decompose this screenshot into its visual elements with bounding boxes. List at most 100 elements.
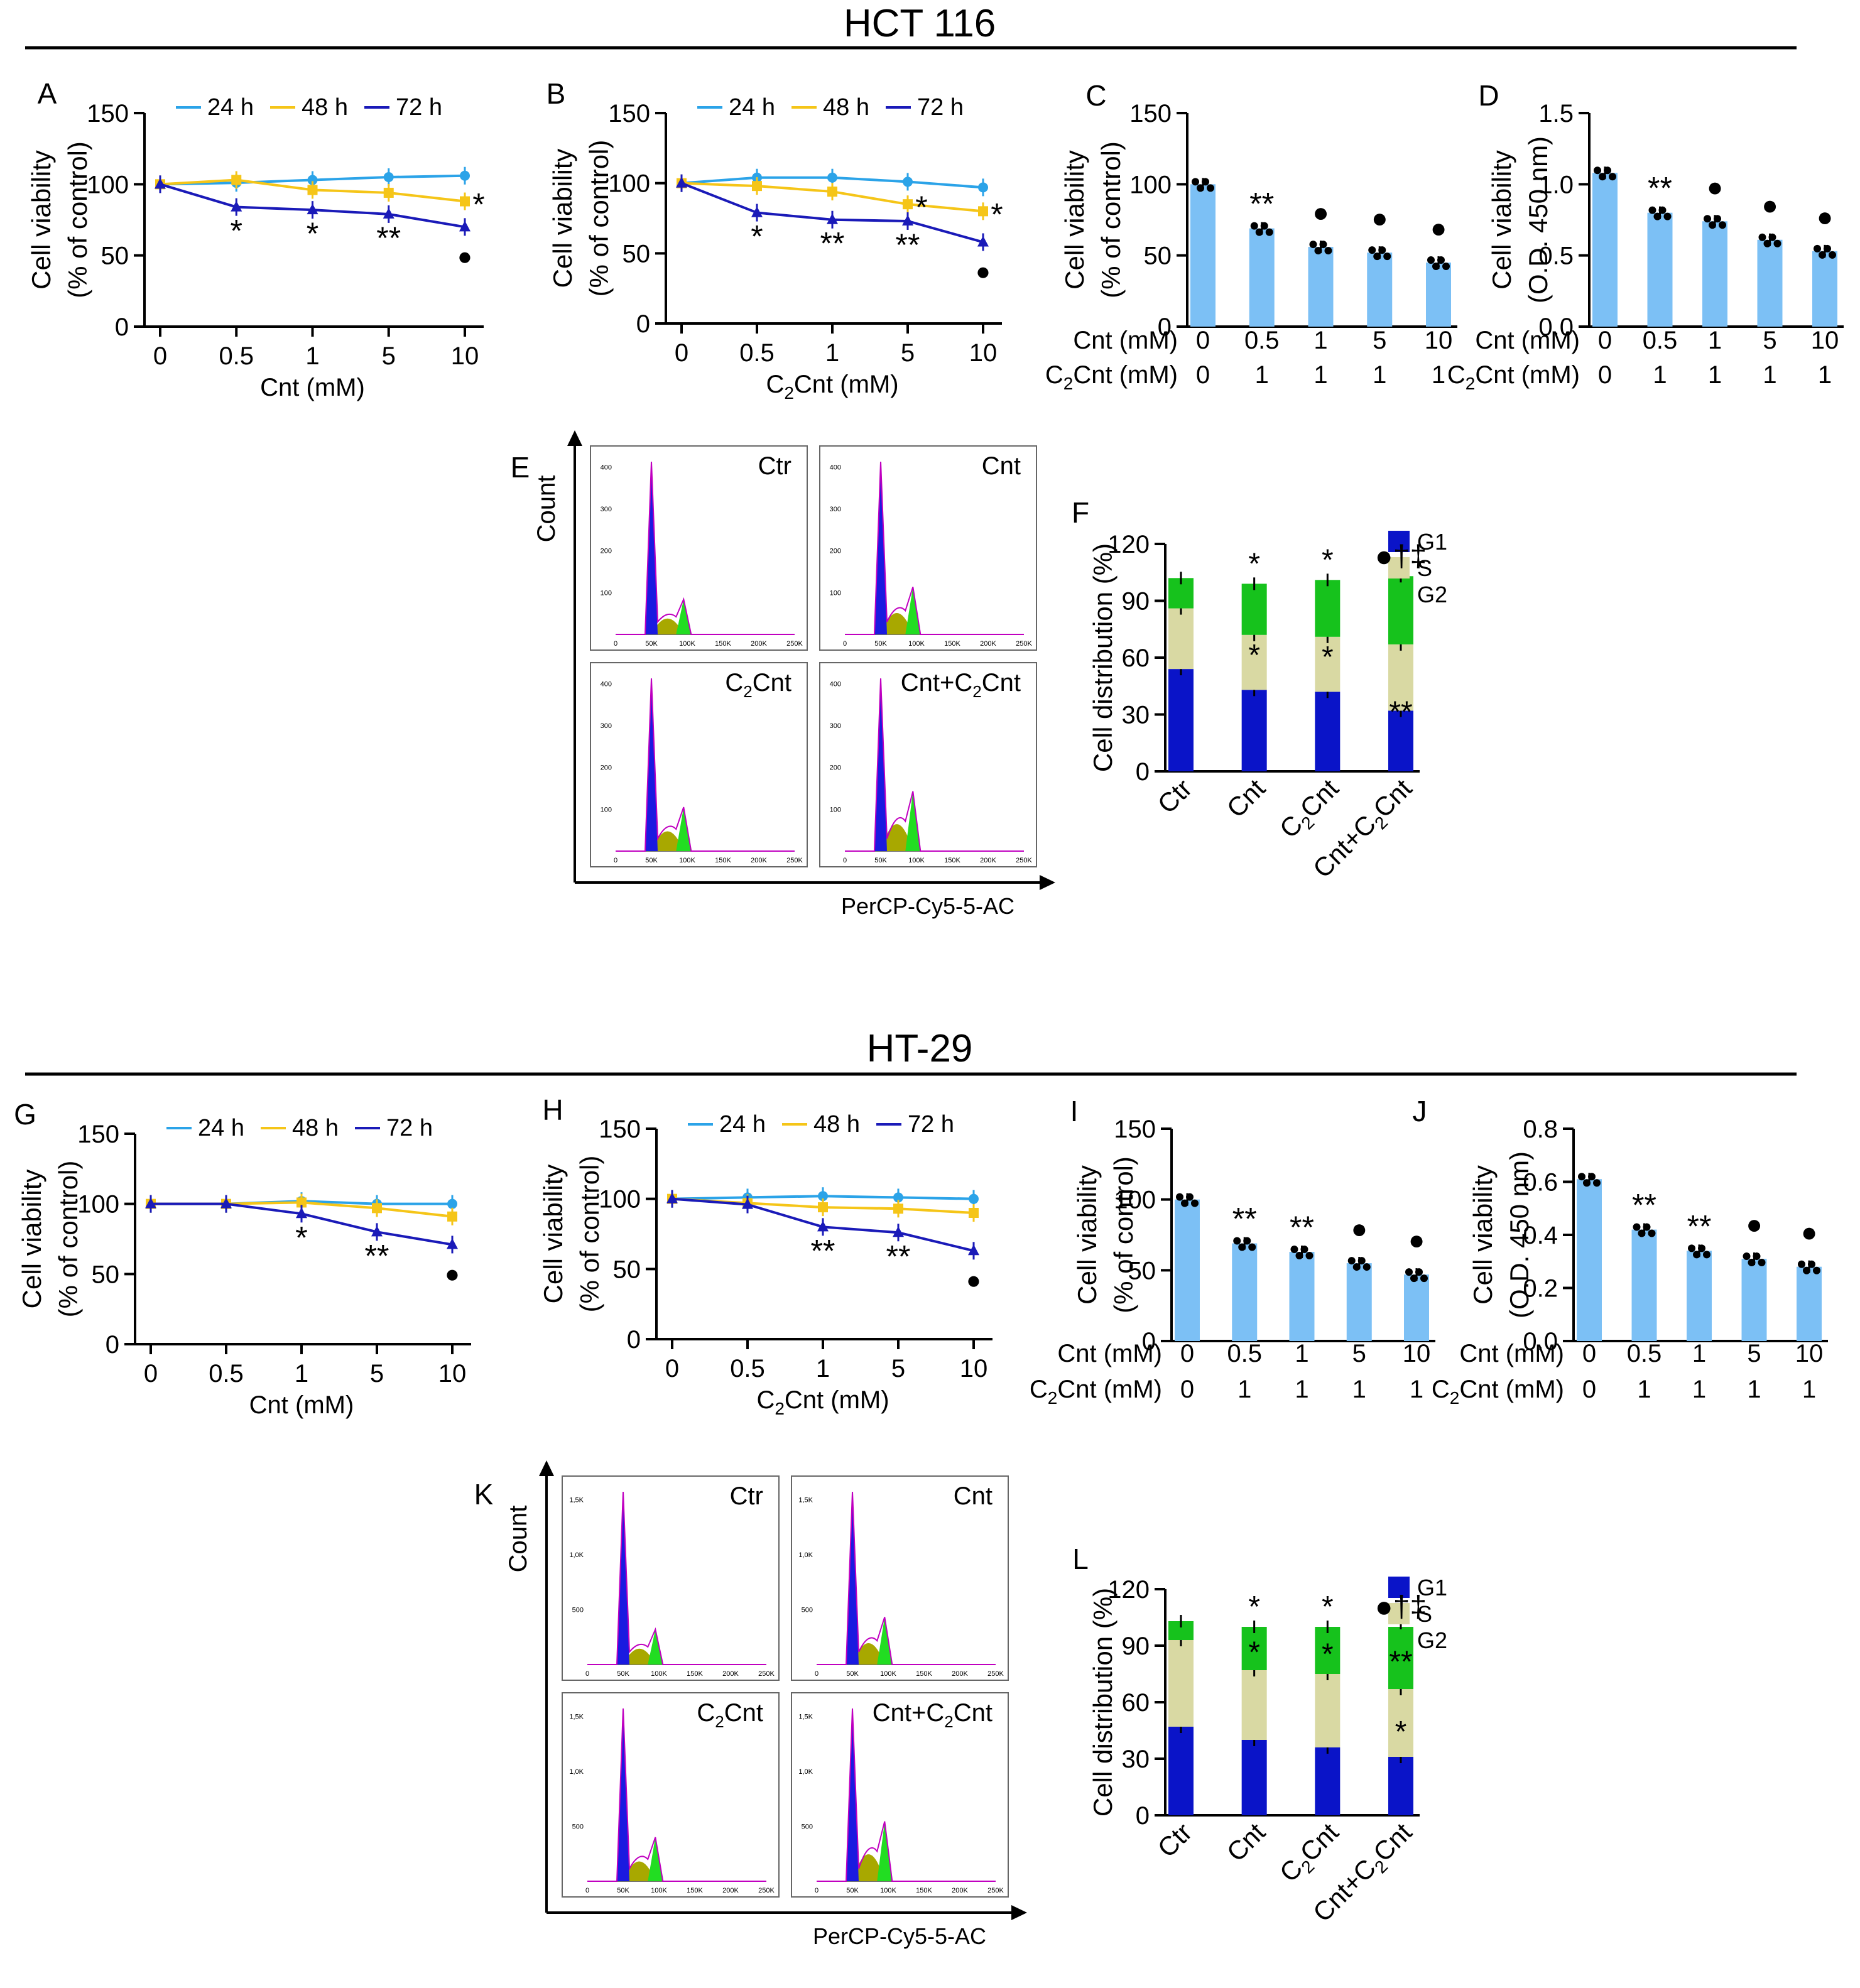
bar [1426,263,1451,327]
y-axis-label: Cell viability (% of control) [1060,141,1126,298]
s-phase-fill [881,824,913,851]
chart-d: D 0.0 0.5 1.0 1.5 0 0 0.5 1 1 1 5 1 10 1 Cnt (mM) C2Cnt … [1447,79,1844,393]
g1-peak-fill [874,678,887,851]
replicate-dot [1648,206,1656,214]
x-axis-label: Cnt (mM) [249,1391,354,1419]
row-c2cnt-value: 1 [1708,361,1722,389]
significance-mark: ●†‡ [1375,1590,1427,1624]
histogram-x-tick: 0 [843,640,847,648]
y-axis-label-line: (% of control) [63,141,92,298]
x-tick-label: 10 [969,339,998,367]
row-c2cnt-value: 1 [1255,361,1269,389]
significance-mark: ** [886,1239,911,1274]
stack-segment-g1 [1168,669,1194,771]
row-cnt-value: 10 [1795,1340,1824,1367]
fluorescence-axis-arrow [1040,875,1055,890]
y-tick-label: 150 [1129,100,1172,128]
histogram-cnt-c2cnt: 0 50K 100K 150K 200K 250K 100 200 300 400 Cnt+C2Cn… [819,662,1037,867]
histogram-frame [819,662,1037,867]
point [231,200,242,212]
replicate-dot [1829,251,1836,259]
histogram-y-tick: 200 [830,764,841,772]
panel-letter-l: L [1072,1543,1089,1575]
count-axis-arrow [539,1460,554,1476]
histogram-y-tick: 100 [830,589,841,597]
row-c2cnt-value: 1 [1410,1376,1423,1403]
legend-label: S [1417,555,1432,581]
category-label: Cnt [1221,1817,1271,1867]
replicate-dot [1814,244,1821,253]
bar [1289,1252,1315,1341]
y-axis-label-line: (% of control) [1096,141,1126,298]
y-tick-label: 30 [1122,702,1150,729]
y-tick-label: 0 [106,1331,119,1359]
histogram-outline [845,461,1024,635]
significance-mark: * [472,187,484,222]
point [307,185,318,195]
histogram-outline [616,461,795,635]
replicate-dot [1773,239,1781,247]
panel-letter-i: I [1070,1095,1079,1127]
point [447,1238,458,1249]
significance-mark: ● [1430,213,1447,244]
bar [1702,221,1727,327]
stack-segment-s [1388,644,1413,711]
histogram-x-tick: 200K [980,640,996,648]
histogram-y-tick: 1,5K [569,1497,584,1504]
y-axis-label-line: (% of control) [53,1161,83,1318]
g2-peak-fill [648,1629,663,1665]
replicate-dot [1373,253,1381,261]
g2-peak-fill [877,1617,893,1665]
replicate-dot [1305,1252,1313,1260]
point [827,172,837,183]
replicate-dot [1250,222,1258,230]
panel-letter-h: H [542,1094,563,1126]
point [666,1192,678,1203]
y-tick-label: 150 [87,100,129,128]
histogram-x-tick: 50K [846,1670,859,1678]
row-cnt-value: 5 [1352,1340,1366,1367]
bar [1631,1229,1657,1341]
replicate-dot [1798,1260,1805,1268]
histogram-frame [562,1692,780,1898]
y-tick-label: 120 [1107,531,1150,558]
histogram-y-tick: 100 [601,589,612,597]
x-tick-label: Cnt [1221,1817,1271,1867]
replicate-dot [1813,1266,1820,1274]
significance-mark: * [1248,1636,1260,1670]
row-cnt-label: Cnt (mM) [1073,327,1178,354]
significance-mark: * [1322,641,1334,674]
replicate-dot [1362,1263,1371,1271]
replicate-dot [1578,1173,1585,1181]
y-tick-label: 100 [599,1186,641,1214]
stack-segment-g1 [1315,692,1341,771]
replicate-dot [1352,1263,1361,1271]
replicate-dot [1309,241,1317,249]
significance-mark: ● [457,242,472,270]
replicate-dot [1295,1252,1303,1260]
histogram-y-tick: 1,5K [569,1714,584,1721]
stack-segment-g1 [1168,1727,1194,1815]
histogram-outline [587,1708,766,1882]
histogram-cnt-c2cnt: 0 50K 100K 150K 200K 250K 500 1,0K 1,5K Cnt+C2Cnt [791,1692,1009,1898]
row-cnt-value: 1 [1313,327,1327,354]
g2-peak-fill [905,791,921,851]
bar [1687,1251,1712,1341]
row-c2cnt-value: 0 [1180,1376,1194,1403]
legend-label: G1 [1417,1575,1447,1600]
histogram-title: Cnt+C2Cnt [901,669,1021,701]
histogram-x-tick: 100K [880,1670,896,1678]
histogram-ctr: 0 50K 100K 150K 200K 250K 100 200 300 400 Ctr [590,445,808,651]
significance-mark: ** [1249,187,1274,222]
histogram-x-tick: 50K [874,640,887,648]
count-label: Count [504,1506,532,1573]
bar [1367,253,1393,327]
replicate-dot [1768,233,1776,241]
histogram-y-tick: 400 [830,680,841,688]
row-cnt-value: 0.5 [1227,1340,1262,1367]
histogram-c2cnt: 0 50K 100K 150K 200K 250K 500 1,0K 1,5K C2Cnt [562,1692,780,1898]
row-c2cnt-value: 1 [1313,361,1327,389]
x-tick-label: Ctr [1152,1817,1198,1863]
y-tick-label: 0.4 [1523,1222,1558,1249]
